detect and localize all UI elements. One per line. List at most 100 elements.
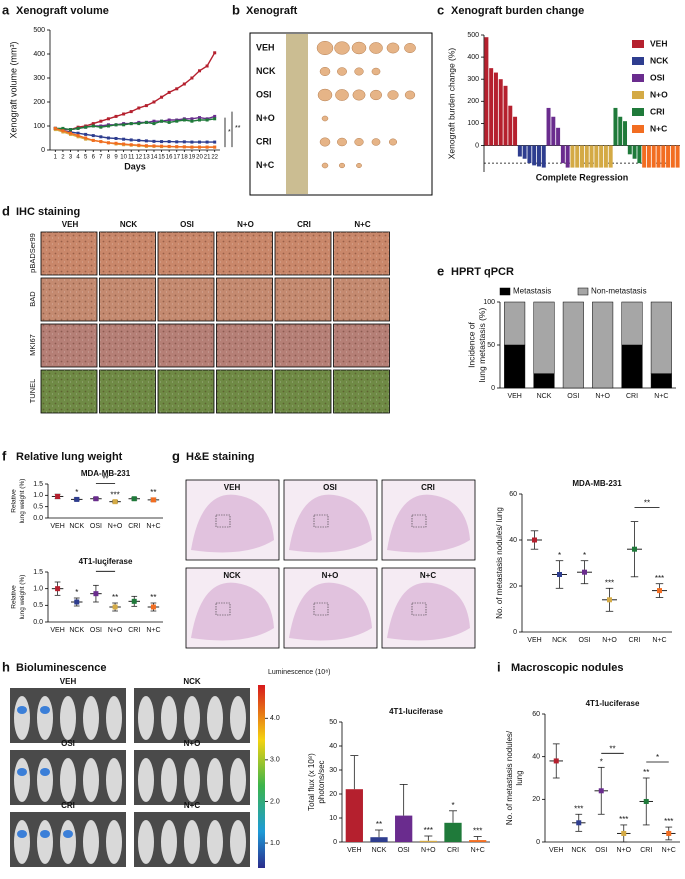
bar xyxy=(536,145,541,167)
signal xyxy=(40,830,50,838)
signal xyxy=(17,768,27,776)
y-tick-label: 100 xyxy=(33,123,45,130)
series-marker xyxy=(167,118,171,122)
series-marker xyxy=(137,122,141,126)
y-tick-label: 20 xyxy=(509,583,517,590)
colorbar-tick-label: 1.0 xyxy=(270,840,280,847)
series-marker xyxy=(99,140,103,144)
series-marker xyxy=(213,114,217,118)
bar-segment xyxy=(650,373,672,389)
y-tick-label: 60 xyxy=(509,491,517,498)
x-tick-label: N+O xyxy=(108,523,123,530)
legend-label: CRI xyxy=(650,106,665,116)
significance: *** xyxy=(655,574,664,583)
ihc-texture xyxy=(333,278,390,321)
y-axis-label: Xenograft burden change (%) xyxy=(446,48,456,160)
x-tick-label: VEH xyxy=(527,637,541,644)
bar-segment xyxy=(621,344,643,389)
series-marker xyxy=(137,138,141,142)
series-marker xyxy=(190,117,194,121)
y-tick-label: 0 xyxy=(41,147,45,154)
panel-title: Bioluminescence xyxy=(16,662,106,674)
series-marker xyxy=(122,142,126,146)
bar xyxy=(395,815,413,842)
bar xyxy=(546,107,551,146)
mouse xyxy=(207,758,223,802)
bracket-label: ** xyxy=(644,499,650,508)
y-tick-label: 400 xyxy=(467,54,479,61)
bar xyxy=(651,145,656,168)
x-tick-label: NCK xyxy=(69,523,84,530)
bar xyxy=(370,837,388,842)
legend-swatch xyxy=(499,287,511,296)
series-marker xyxy=(53,126,57,130)
y-axis-label: No. of metastasis nodules/ xyxy=(505,730,514,825)
series-marker xyxy=(129,138,133,142)
series-line xyxy=(55,127,215,148)
series-marker xyxy=(175,87,179,91)
y-tick-label: 1.5 xyxy=(33,569,43,576)
panel-letter: c xyxy=(437,2,444,17)
series-marker xyxy=(175,119,179,123)
significance: ** xyxy=(150,488,156,497)
x-tick-label: 22 xyxy=(211,155,218,161)
y-tick-label: 40 xyxy=(329,743,337,750)
tumor xyxy=(388,138,398,146)
x-tick-label: N+C xyxy=(654,393,668,400)
image-label: NCK xyxy=(223,571,241,580)
panel-letter: d xyxy=(2,203,10,218)
significance: ** xyxy=(376,820,382,829)
bar xyxy=(642,145,647,168)
series-marker xyxy=(91,134,95,138)
series-marker xyxy=(144,120,148,124)
bar xyxy=(580,145,584,168)
series-marker xyxy=(106,124,110,128)
column-label: CRI xyxy=(297,220,311,229)
mean-marker xyxy=(598,788,604,794)
series-marker xyxy=(137,143,141,147)
bar xyxy=(560,145,565,164)
x-tick-label: VEH xyxy=(347,847,361,854)
significance: * xyxy=(583,551,586,560)
x-tick-label: 4 xyxy=(76,155,80,161)
tumor xyxy=(370,89,382,101)
tissue xyxy=(387,582,470,641)
bar xyxy=(565,145,570,168)
series-marker xyxy=(114,141,118,145)
series-marker xyxy=(198,145,202,149)
signal xyxy=(63,830,73,838)
signal xyxy=(17,706,27,714)
x-tick-label: CRI xyxy=(640,847,652,854)
series-marker xyxy=(144,104,148,108)
legend-swatch xyxy=(632,91,644,99)
tissue xyxy=(191,582,274,641)
ihc-texture xyxy=(275,324,331,367)
y-axis-label: photons/sec xyxy=(317,760,326,803)
bar xyxy=(522,145,527,159)
panel-title: Relative lung weight xyxy=(16,451,123,463)
tumor xyxy=(352,89,366,101)
mouse xyxy=(37,820,53,864)
bar xyxy=(661,145,666,168)
ihc-texture xyxy=(333,324,390,367)
bar xyxy=(599,145,604,168)
series-marker xyxy=(190,145,194,149)
bar xyxy=(489,68,494,146)
y-tick-label: 0.0 xyxy=(33,619,43,626)
x-tick-label: 21 xyxy=(204,155,211,161)
series-marker xyxy=(167,120,171,124)
panel-title: HPRT qPCR xyxy=(451,266,514,278)
y-tick-label: 40 xyxy=(509,537,517,544)
image-label: VEH xyxy=(224,483,241,492)
x-tick-label: 7 xyxy=(99,155,103,161)
mean-marker xyxy=(643,798,649,804)
series-marker xyxy=(190,76,194,80)
bar xyxy=(493,72,498,146)
series-marker xyxy=(68,128,72,132)
significance: ** xyxy=(112,593,118,602)
colorbar-tick-label: 2.0 xyxy=(270,798,280,805)
x-tick-label: N+O xyxy=(421,847,436,854)
mean-marker xyxy=(55,586,61,592)
tumor xyxy=(337,67,347,76)
x-tick-label: N+C xyxy=(146,523,160,530)
